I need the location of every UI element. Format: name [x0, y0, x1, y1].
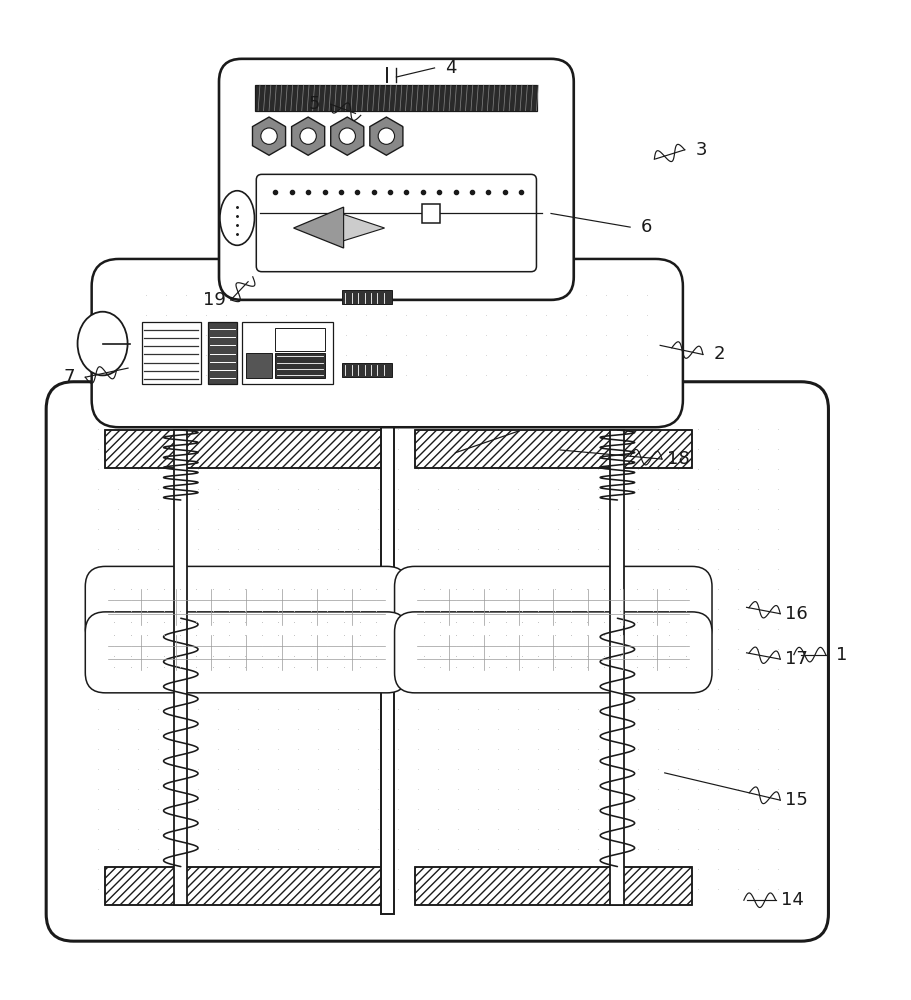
FancyBboxPatch shape — [86, 566, 407, 647]
Bar — [106, 430, 387, 468]
Text: 19: 19 — [203, 291, 226, 309]
Text: 2: 2 — [713, 345, 725, 363]
Text: 3: 3 — [695, 141, 707, 159]
Bar — [275, 328, 325, 351]
Bar — [422, 204, 440, 223]
Bar — [106, 430, 387, 468]
Bar — [415, 867, 692, 905]
Bar — [415, 430, 692, 468]
Circle shape — [300, 128, 316, 144]
Text: 4: 4 — [445, 59, 456, 77]
Polygon shape — [343, 214, 384, 241]
FancyBboxPatch shape — [394, 566, 712, 647]
Bar — [208, 322, 237, 384]
Polygon shape — [331, 117, 363, 155]
Text: 1: 1 — [836, 646, 848, 664]
Circle shape — [339, 128, 355, 144]
Ellipse shape — [220, 191, 254, 245]
Bar — [173, 430, 187, 905]
Bar — [381, 391, 394, 914]
Text: 14: 14 — [781, 891, 804, 909]
Bar — [246, 353, 271, 378]
FancyBboxPatch shape — [46, 382, 828, 941]
Bar — [241, 322, 333, 384]
Bar — [342, 290, 392, 304]
Text: 17: 17 — [785, 650, 808, 668]
Polygon shape — [292, 117, 324, 155]
Ellipse shape — [77, 312, 128, 375]
Text: 18: 18 — [667, 450, 690, 468]
Text: 15: 15 — [785, 791, 808, 809]
Text: 7: 7 — [63, 368, 75, 386]
Bar — [415, 430, 692, 468]
Bar — [275, 353, 325, 378]
FancyBboxPatch shape — [394, 612, 712, 693]
Bar — [142, 322, 200, 384]
Bar — [415, 867, 692, 905]
Text: 6: 6 — [640, 218, 652, 236]
Circle shape — [378, 128, 394, 144]
FancyBboxPatch shape — [86, 612, 407, 693]
Bar — [106, 867, 387, 905]
FancyBboxPatch shape — [219, 59, 574, 300]
Bar — [342, 363, 392, 377]
FancyBboxPatch shape — [256, 174, 537, 272]
Bar — [610, 430, 624, 905]
Bar — [106, 867, 387, 905]
Polygon shape — [252, 117, 285, 155]
Polygon shape — [293, 207, 343, 248]
FancyBboxPatch shape — [92, 259, 683, 427]
Circle shape — [261, 128, 277, 144]
Text: 5: 5 — [309, 95, 321, 113]
Bar — [255, 85, 537, 111]
Text: 16: 16 — [785, 605, 808, 623]
Polygon shape — [370, 117, 403, 155]
